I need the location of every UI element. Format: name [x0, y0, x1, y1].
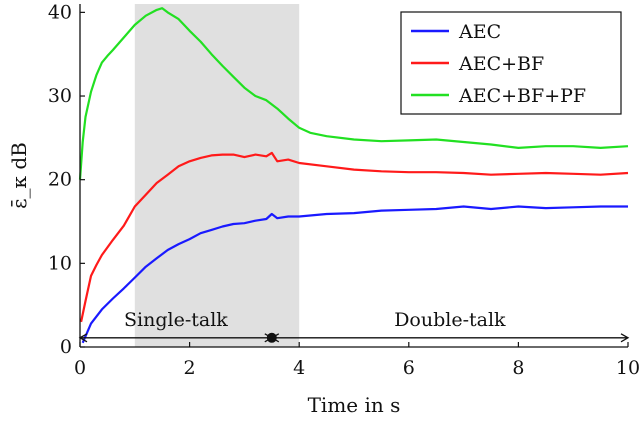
x-tick-label: 8	[512, 357, 524, 379]
y-tick-label: 0	[60, 336, 72, 358]
double-talk-arrow-head-right	[620, 333, 630, 343]
legend-label-2: AEC+BF	[458, 53, 544, 75]
double-talk-arrow	[270, 333, 630, 343]
y-tick-label: 20	[48, 169, 72, 191]
double-talk-label: Double-talk	[394, 309, 506, 331]
shaded-region	[134, 4, 300, 347]
x-tick-label: 4	[293, 357, 305, 379]
y-axis-title: ε̄_κ dB	[7, 142, 31, 209]
legend-label-3: AEC+BF+PF	[458, 85, 586, 107]
y-tick-label: 10	[48, 252, 72, 274]
x-tick-label: 6	[403, 357, 415, 379]
y-tick-label: 30	[48, 85, 72, 107]
transition-marker	[266, 332, 277, 343]
series-line-3	[78, 7, 629, 180]
legend-label-1: AEC	[458, 21, 501, 43]
x-axis-title: Time in s	[308, 393, 401, 417]
x-tick-label: 0	[74, 357, 86, 379]
single-talk-label: Single-talk	[124, 309, 228, 331]
x-tick-label: 2	[184, 357, 196, 379]
y-tick-label: 40	[48, 1, 72, 23]
x-tick-label: 10	[616, 357, 640, 379]
series-line-1	[81, 205, 628, 344]
series-line-2	[80, 151, 629, 323]
